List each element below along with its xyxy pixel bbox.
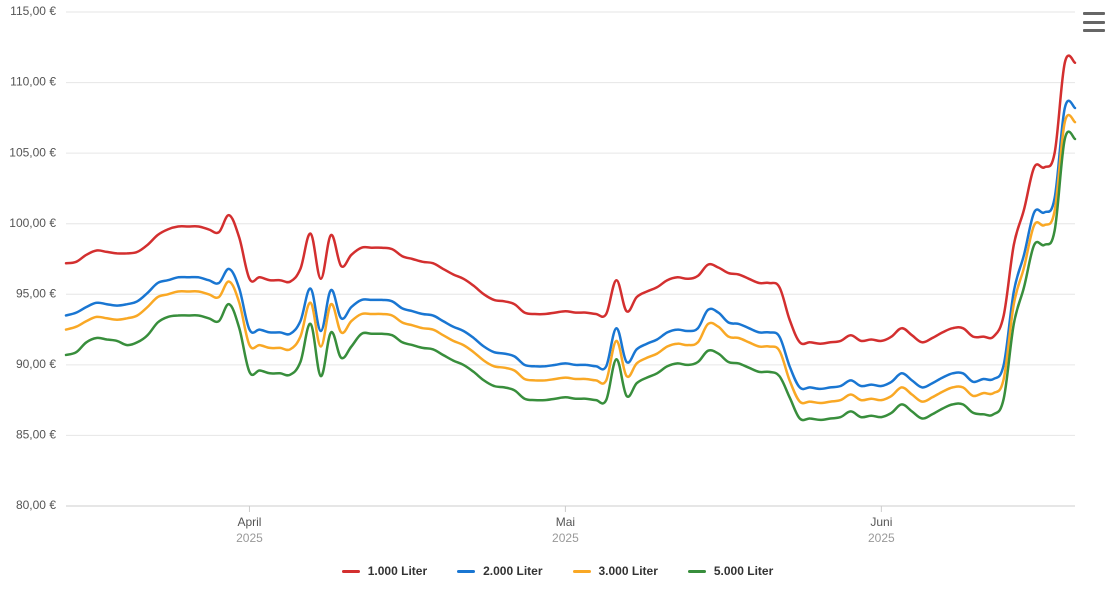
y-axis-label: 105,00 € (9, 145, 56, 159)
y-axis-label: 90,00 € (16, 357, 56, 371)
legend-item-s4[interactable]: 5.000 Liter (688, 564, 773, 578)
y-axis-label: 115,00 € (10, 4, 56, 18)
x-axis-label-month: Mai (556, 515, 575, 529)
legend-label: 2.000 Liter (483, 564, 542, 578)
legend-label: 5.000 Liter (714, 564, 773, 578)
series-s4[interactable] (66, 132, 1075, 420)
x-axis-label-year: 2025 (868, 531, 895, 545)
legend-dash-icon (342, 570, 360, 573)
legend-dash-icon (688, 570, 706, 573)
y-axis-label: 80,00 € (16, 498, 56, 512)
legend-item-s2[interactable]: 2.000 Liter (457, 564, 542, 578)
chart-legend: 1.000 Liter 2.000 Liter 3.000 Liter 5.000 L… (0, 564, 1115, 578)
legend-label: 3.000 Liter (599, 564, 658, 578)
y-axis-label: 110,00 € (10, 75, 56, 89)
price-chart: 80,00 € 85,00 € 90,00 € 95,00 € 100,00 € 105,… (0, 0, 1115, 608)
series-s2[interactable] (66, 101, 1075, 389)
y-axis-label: 85,00 € (16, 428, 56, 442)
series-s1[interactable] (66, 56, 1075, 344)
legend-label: 1.000 Liter (368, 564, 427, 578)
legend-item-s3[interactable]: 3.000 Liter (573, 564, 658, 578)
legend-item-s1[interactable]: 1.000 Liter (342, 564, 427, 578)
chart-menu-icon[interactable] (1083, 10, 1105, 34)
series-s3[interactable] (66, 115, 1075, 403)
x-axis-label-month: Juni (870, 515, 892, 529)
y-axis-label: 100,00 € (9, 216, 56, 230)
legend-dash-icon (573, 570, 591, 573)
legend-dash-icon (457, 570, 475, 573)
x-axis-label-month: April (237, 515, 261, 529)
chart-canvas: 80,00 € 85,00 € 90,00 € 95,00 € 100,00 € 105,… (0, 0, 1115, 608)
x-axis-label-year: 2025 (552, 531, 579, 545)
y-axis-label: 95,00 € (16, 286, 56, 300)
x-axis-label-year: 2025 (236, 531, 263, 545)
